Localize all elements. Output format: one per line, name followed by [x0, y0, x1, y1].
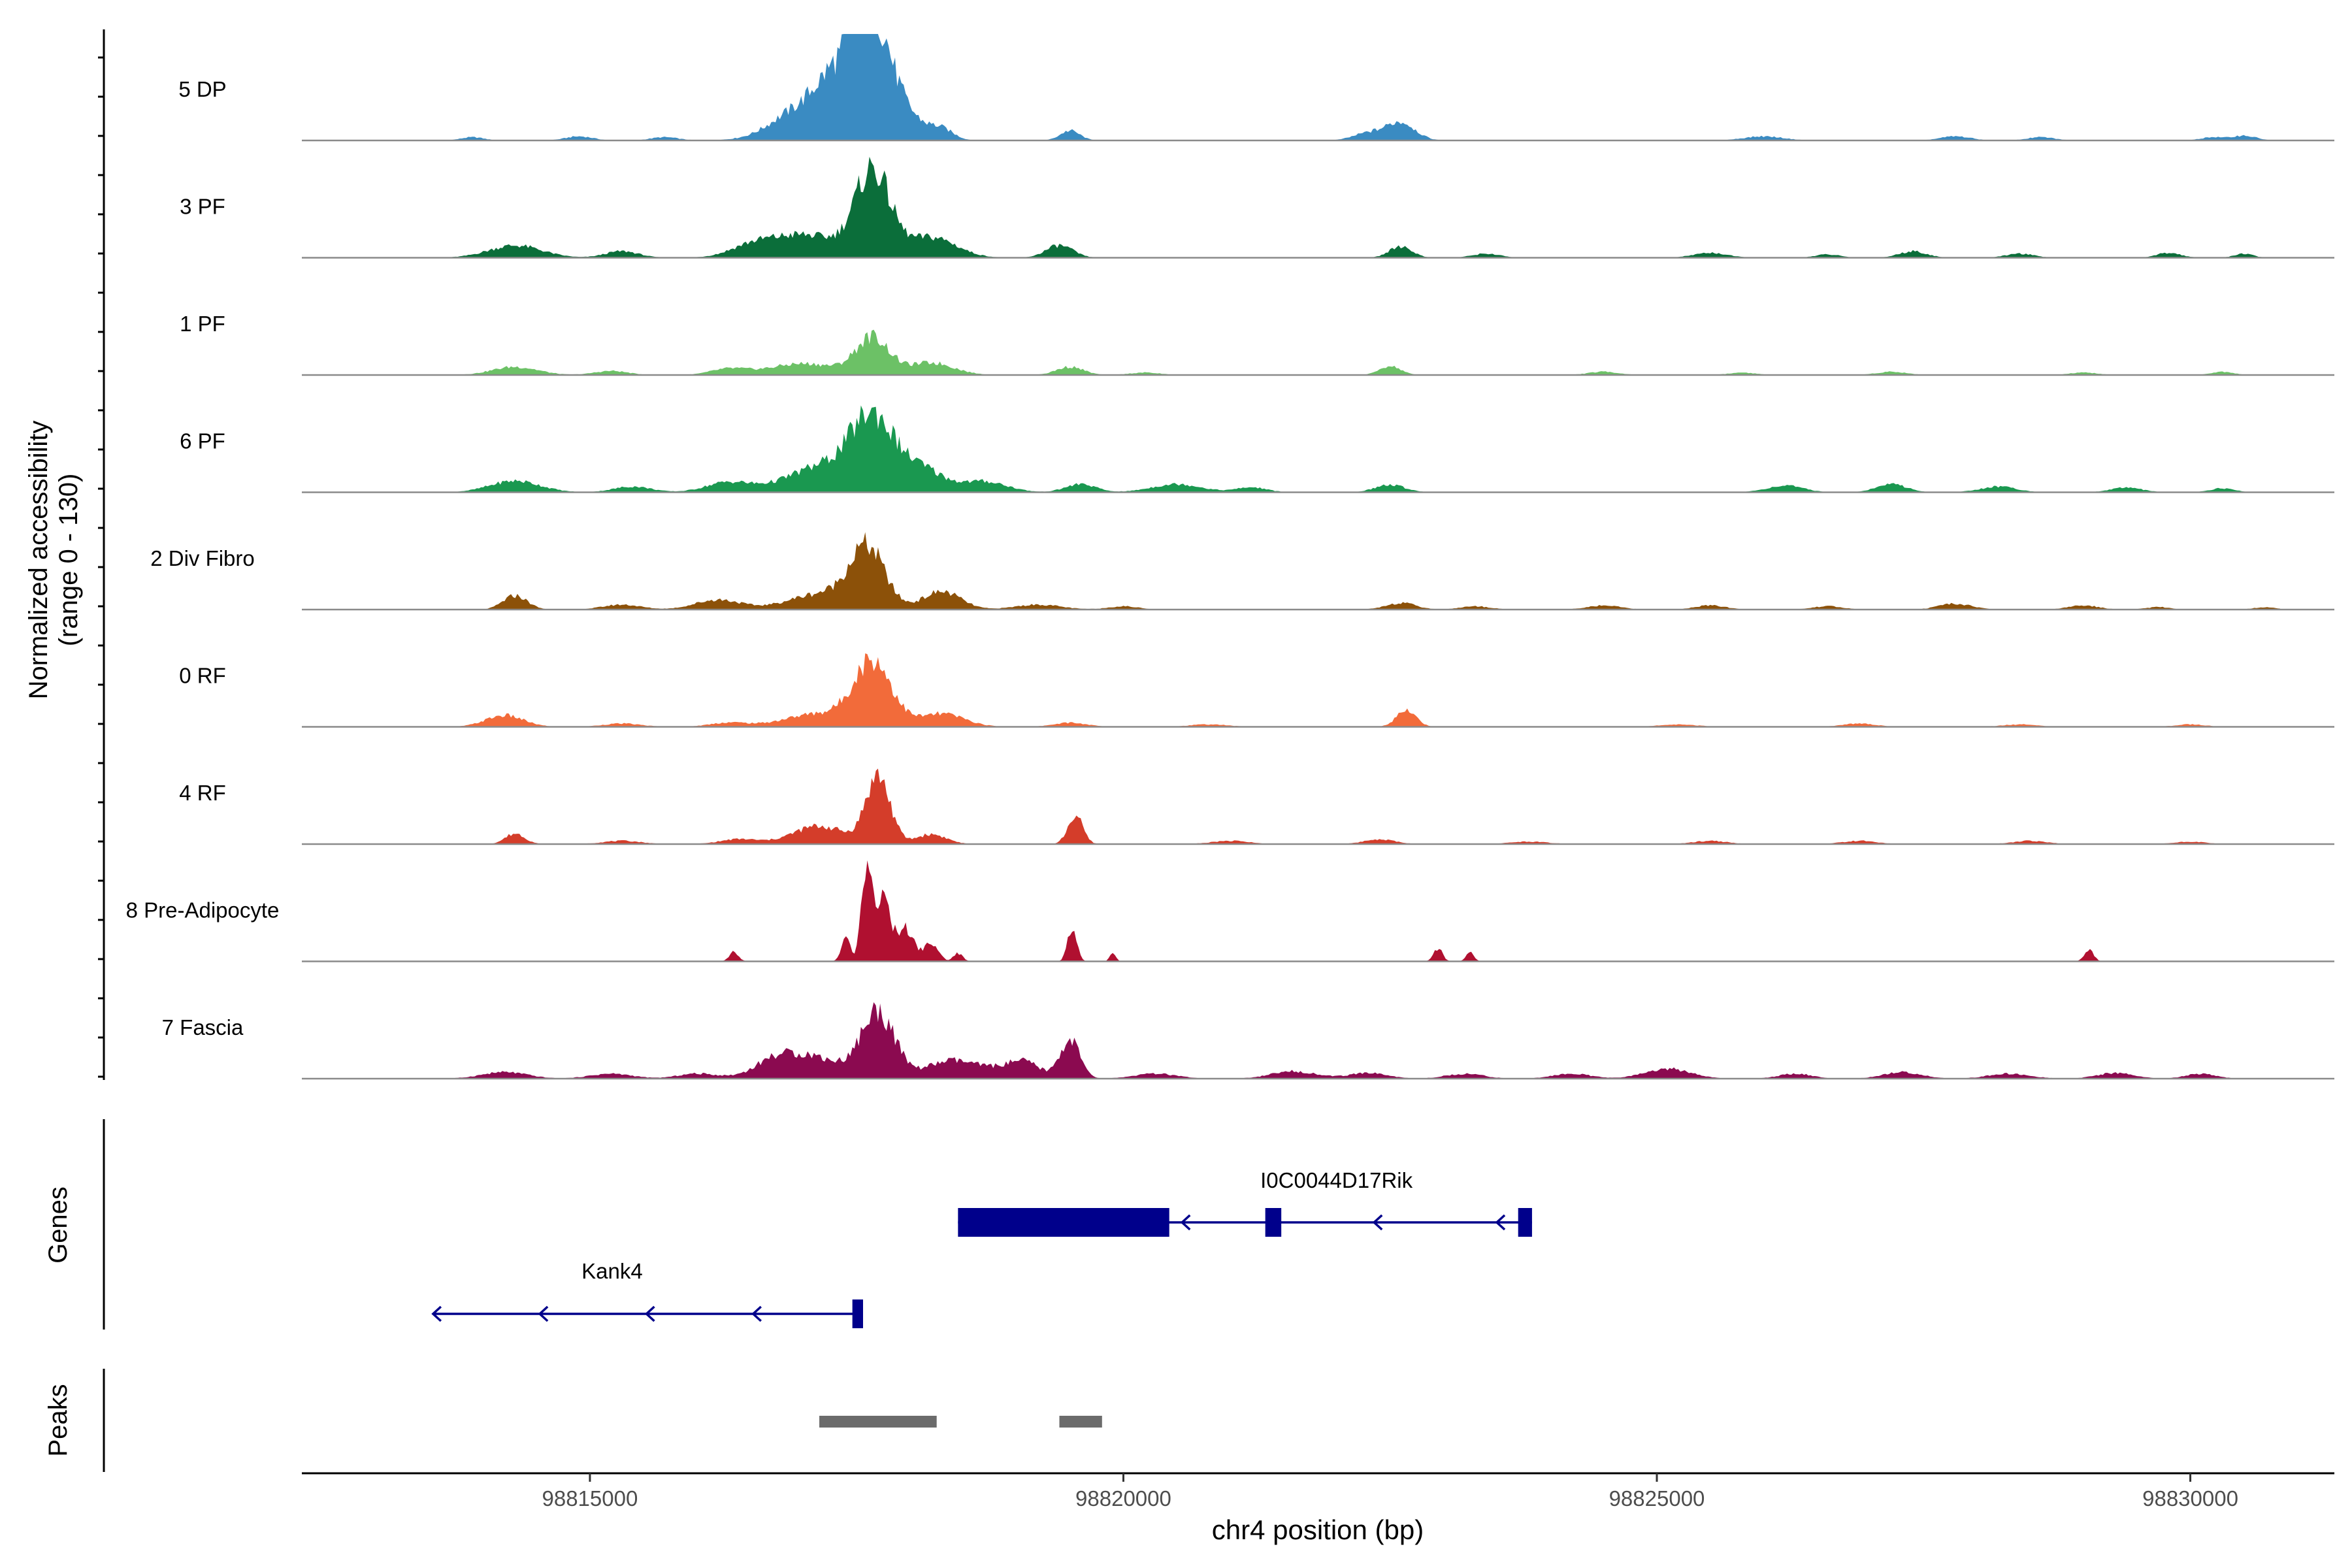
coverage-area	[430, 156, 2281, 258]
coverage-area	[430, 653, 2281, 727]
gene-kank4: Kank4	[431, 1259, 863, 1328]
track-label: 4 RF	[179, 781, 226, 805]
coverage-tracks: 5 DP 3 PF 1 PF 6 PF 2 Div Fibro 0 RF 4 RF 8 Pre…	[126, 34, 2334, 1080]
gene-strand-arrow	[431, 1305, 442, 1322]
gene-label: Kank4	[581, 1259, 643, 1283]
gene-strand-arrow	[538, 1305, 549, 1322]
y-axis-title-line2: (range 0 - 130)	[54, 474, 83, 647]
gene-exon	[958, 1208, 1169, 1237]
coverage-area	[430, 329, 2281, 375]
track-label: 0 RF	[179, 664, 226, 688]
track-label: 6 PF	[180, 429, 225, 453]
track-7-fascia: 7 Fascia	[162, 1002, 2334, 1080]
track-3-pf: 3 PF	[180, 156, 2334, 259]
track-label: 8 Pre-Adipocyte	[126, 898, 280, 923]
coverage-y-ticks	[98, 56, 104, 1078]
y-axis-title: Normalized accessibility (range 0 - 130)	[24, 421, 83, 700]
track-6-pf: 6 PF	[180, 405, 2334, 493]
x-tick-label: 98815000	[542, 1486, 638, 1511]
track-4-rf: 4 RF	[179, 768, 2334, 845]
track-label: 1 PF	[180, 312, 225, 336]
track-8-pre-adipocyte: 8 Pre-Adipocyte	[126, 860, 2334, 962]
gene-strand-arrow	[1495, 1214, 1506, 1231]
gene-annotations: I0C0044D17Rik Kank4	[431, 1168, 1532, 1328]
track-5-dp: 5 DP	[178, 34, 2334, 142]
peak-region-bar	[1059, 1416, 1102, 1428]
coverage-area	[430, 860, 2281, 962]
x-axis-ticks: 98815000 98820000 98825000 98830000	[542, 1473, 2238, 1511]
gene-strand-arrow	[1372, 1214, 1383, 1231]
peak-regions	[819, 1416, 1102, 1428]
coverage-area	[430, 768, 2281, 844]
coverage-area	[430, 34, 2281, 140]
gene-strand-arrow	[1180, 1214, 1191, 1231]
genes-panel-label: Genes	[44, 1186, 73, 1264]
track-label: 5 DP	[178, 77, 226, 101]
gene-exon	[852, 1299, 863, 1328]
gene-exon	[1265, 1208, 1282, 1237]
track-label: 7 Fascia	[162, 1015, 244, 1039]
peak-region-bar	[819, 1416, 937, 1428]
track-label: 2 Div Fibro	[150, 546, 255, 570]
gene-strand-arrow	[751, 1305, 762, 1322]
gene-label: I0C0044D17Rik	[1260, 1168, 1413, 1192]
x-tick-label: 98830000	[2142, 1486, 2238, 1511]
track-label: 3 PF	[180, 195, 225, 219]
coverage-area	[430, 532, 2281, 610]
peaks-panel-label: Peaks	[44, 1384, 73, 1456]
x-tick-label: 98825000	[1609, 1486, 1705, 1511]
x-axis-title: chr4 position (bp)	[1212, 1514, 1424, 1545]
track-0-rf: 0 RF	[179, 653, 2334, 728]
gene-strand-arrow	[644, 1305, 655, 1322]
gene-exon	[1518, 1208, 1532, 1237]
coverage-area	[430, 1002, 2281, 1079]
y-axis-title-line1: Normalized accessibility	[24, 421, 53, 700]
gene-i0c0044d17rik: I0C0044D17Rik	[958, 1168, 1532, 1237]
track-1-pf: 1 PF	[180, 312, 2334, 376]
coverage-area	[430, 405, 2281, 493]
track-2-div-fibro: 2 Div Fibro	[150, 532, 2334, 611]
x-tick-label: 98820000	[1075, 1486, 1171, 1511]
